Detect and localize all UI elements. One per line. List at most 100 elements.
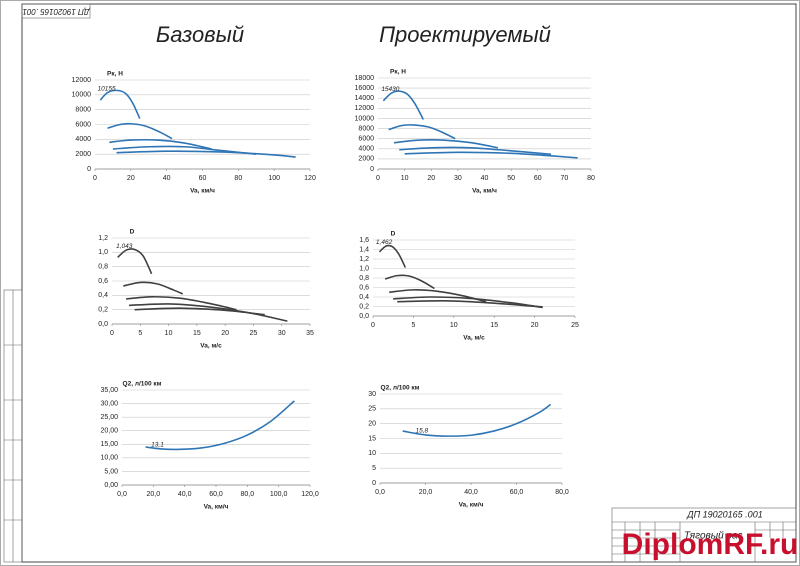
y-tick-label: 10000 [72, 92, 92, 99]
y-tick-label: 18000 [355, 75, 375, 82]
curve [402, 403, 552, 437]
x-tick-label: 60,0 [209, 491, 223, 498]
y-axis-label: Pк, Н [107, 71, 123, 78]
curve [128, 303, 288, 322]
x-tick-label: 10 [165, 330, 173, 337]
curve [397, 299, 543, 308]
x-tick-label: 10 [401, 175, 409, 182]
x-tick-label: 0,0 [117, 491, 127, 498]
x-tick-label: 60,0 [510, 489, 524, 496]
y-tick-label: 15 [368, 435, 376, 442]
y-tick-label: 10,00 [100, 455, 118, 462]
x-tick-label: 15 [193, 330, 201, 337]
y-axis-label: D [130, 229, 135, 236]
stamp-title: Тяговый рас [684, 531, 743, 542]
x-tick-label: 40,0 [464, 489, 478, 496]
x-tick-label: 30 [454, 175, 462, 182]
y-tick-label: 0 [370, 166, 374, 173]
y-axis-label: D [391, 231, 396, 238]
curve [126, 295, 237, 311]
x-tick-label: 120 [304, 175, 316, 182]
x-tick-label: 25 [571, 322, 579, 329]
y-tick-label: 12000 [72, 77, 92, 84]
y-tick-label: 20,00 [100, 428, 118, 435]
curve [393, 139, 498, 149]
x-tick-label: 0 [93, 175, 97, 182]
y-tick-label: 25,00 [100, 414, 118, 421]
x-tick-label: 120,0 [301, 491, 319, 498]
x-tick-label: 40 [163, 175, 171, 182]
top-stamp-box [21, 3, 91, 19]
x-tick-label: 80,0 [241, 491, 255, 498]
curve [134, 307, 265, 316]
y-tick-label: 1,2 [98, 235, 108, 242]
y-tick-label: 0 [372, 480, 376, 487]
curve [117, 248, 153, 275]
annotation: 1,043 [116, 243, 133, 250]
x-tick-label: 0 [110, 330, 114, 337]
annotation: 1,462 [376, 239, 393, 246]
curve [99, 89, 141, 119]
y-tick-label: 6000 [75, 121, 91, 128]
y-tick-label: 2000 [358, 156, 374, 163]
y-tick-label: 0,8 [98, 264, 108, 271]
y-tick-label: 0,6 [359, 284, 369, 291]
y-tick-label: 0,0 [98, 321, 108, 328]
y-tick-label: 0,2 [98, 307, 108, 314]
y-tick-label: 1,0 [359, 265, 369, 272]
y-axis-label: Q2, л/100 км [123, 381, 162, 388]
x-tick-label: 50 [507, 175, 515, 182]
x-axis-label: Va, км/ч [190, 188, 215, 195]
x-tick-label: 100 [268, 175, 280, 182]
y-axis-label: Q2, л/100 км [381, 385, 420, 392]
x-tick-label: 80,0 [555, 489, 569, 496]
y-tick-label: 35,00 [100, 387, 118, 394]
curve [393, 296, 543, 309]
y-tick-label: 0,4 [98, 292, 108, 299]
x-tick-label: 35 [306, 330, 314, 337]
y-tick-label: 14000 [355, 95, 375, 102]
curve [399, 146, 552, 156]
x-tick-label: 60 [199, 175, 207, 182]
y-tick-label: 4000 [75, 136, 91, 143]
y-tick-label: 1,4 [359, 246, 369, 253]
curve [382, 90, 424, 120]
x-tick-label: 70 [560, 175, 568, 182]
x-tick-label: 15 [490, 322, 498, 329]
y-tick-label: 5 [372, 465, 376, 472]
x-tick-label: 10 [450, 322, 458, 329]
x-tick-label: 40 [481, 175, 489, 182]
y-tick-label: 0,4 [359, 294, 369, 301]
x-tick-label: 5 [138, 330, 142, 337]
y-tick-label: 12000 [355, 105, 375, 112]
y-tick-label: 1,0 [98, 249, 108, 256]
y-tick-label: 0,00 [104, 482, 118, 489]
x-tick-label: 60 [534, 175, 542, 182]
heading-project: Проектируемый [379, 22, 551, 47]
stamp-code-top: ДП 19020165 .001 [22, 7, 90, 16]
y-tick-label: 6000 [358, 136, 374, 143]
curve [109, 138, 212, 150]
y-tick-label: 5,00 [104, 468, 118, 475]
curve [145, 400, 295, 451]
x-tick-label: 20 [427, 175, 435, 182]
y-tick-label: 20 [368, 421, 376, 428]
x-tick-label: 25 [250, 330, 258, 337]
x-tick-label: 20 [221, 330, 229, 337]
y-tick-label: 10 [368, 450, 376, 457]
y-axis-label: Pк, Н [390, 69, 406, 76]
heading-base: Базовый [156, 22, 244, 47]
x-tick-label: 0 [376, 175, 380, 182]
y-tick-label: 2000 [75, 151, 91, 158]
x-axis-label: Va, км/ч [459, 502, 484, 509]
x-axis-label: Va, м/с [463, 335, 485, 342]
x-tick-label: 20 [531, 322, 539, 329]
x-axis-label: Va, км/ч [472, 188, 497, 195]
y-tick-label: 0,8 [359, 275, 369, 282]
curve [116, 150, 296, 158]
y-tick-label: 4000 [358, 146, 374, 153]
y-tick-label: 30,00 [100, 400, 118, 407]
